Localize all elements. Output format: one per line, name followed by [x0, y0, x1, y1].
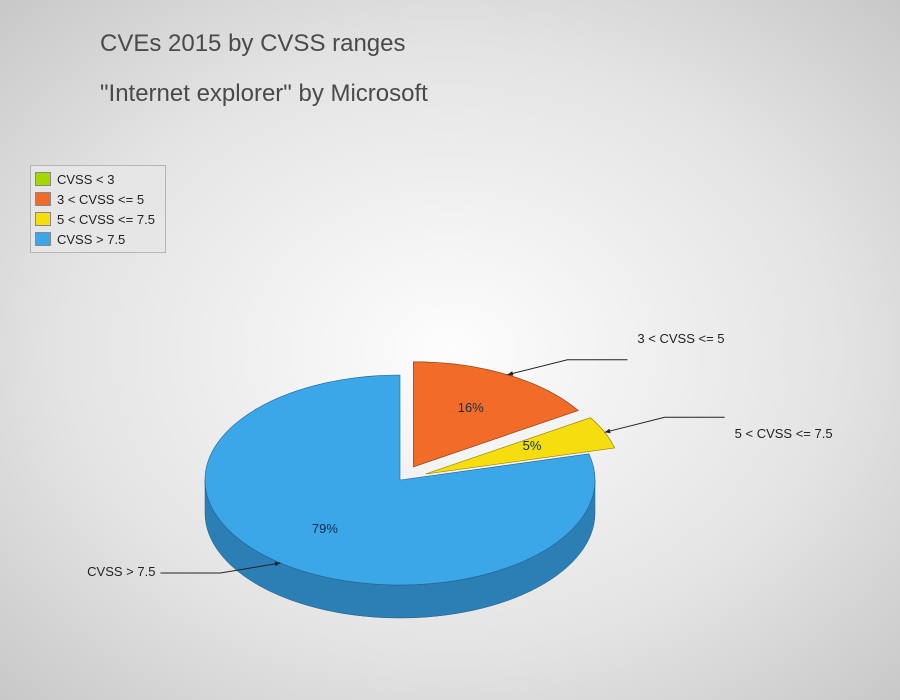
pct-label-5: 5%: [523, 438, 542, 453]
callout-label-5-7: 5 < CVSS <= 7.5: [735, 426, 833, 441]
callout-label-7-plus: CVSS > 7.5: [40, 564, 155, 579]
callout-label-3-5: 3 < CVSS <= 5: [637, 331, 724, 346]
pie-chart: [0, 0, 900, 700]
pct-label-16: 16%: [458, 400, 484, 415]
pct-label-79: 79%: [312, 521, 338, 536]
